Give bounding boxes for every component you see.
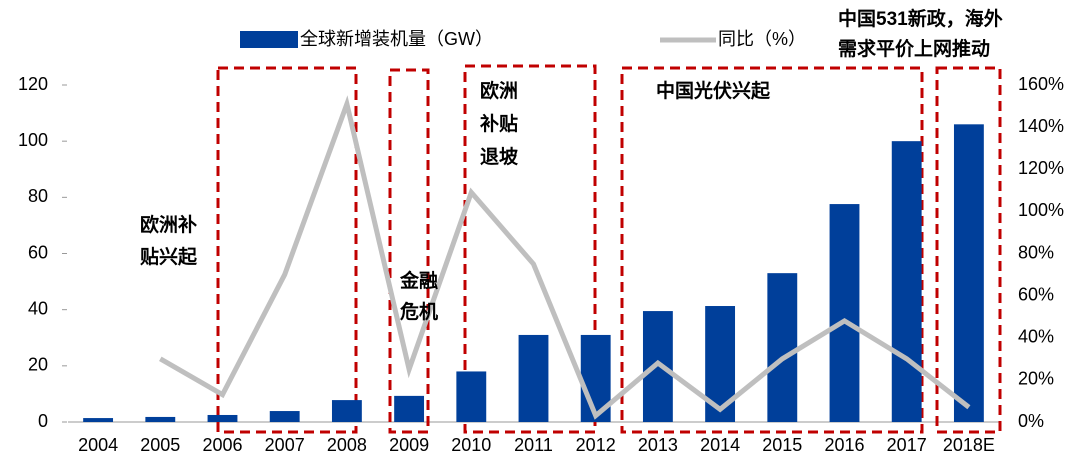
x-tick-label: 2011 [514,435,553,455]
y2-tick-label: 120% [1018,158,1064,178]
bar [891,141,922,422]
annotation: 欧洲补 [140,213,197,236]
bar [518,334,549,422]
x-tick-label: 2008 [327,435,367,455]
bar [394,395,425,422]
x-tick-label: 2017 [887,435,927,455]
line [159,95,971,420]
bar [145,416,176,422]
x-tick-label: 2007 [265,435,305,455]
bar [83,418,114,422]
legend-label: 全球新增装机量（GW） [300,29,493,49]
y2-tick-label: 60% [1018,284,1054,304]
bar [829,204,860,422]
annotation: 退坡 [480,145,519,168]
x-tick-label: 2013 [638,435,678,455]
annotation: 危机 [400,300,438,323]
x-tick-label: 2014 [700,435,740,455]
y-tick-label: 120 [18,74,48,94]
x-tick-label: 2009 [389,435,429,455]
y2-tick-label: 80% [1018,242,1054,262]
x-tick-label: 2004 [78,435,118,455]
x-tick-label: 2005 [140,435,180,455]
x-tick-label: 2010 [451,435,491,455]
annotation: 需求平价上网推动 [838,37,990,60]
annotation: 中国光伏兴起 [656,79,771,102]
bar [456,371,487,422]
bar [269,411,300,422]
y-tick-label: 40 [28,298,48,318]
x-tick-label: 2012 [576,435,616,455]
period-box [463,64,597,434]
y2-tick-label: 20% [1018,369,1054,389]
y-tick-label: 100 [18,130,48,150]
y-tick-label: 80 [28,186,48,206]
y2-tick-label: 40% [1018,327,1054,347]
legend-label: 同比（%） [718,29,806,49]
y-tick-label: 60 [28,242,48,262]
bar [207,414,238,422]
x-tick-label: 2006 [202,435,242,455]
bar [767,273,798,422]
bar [953,124,984,423]
y2-tick-label: 160% [1018,74,1064,94]
legend-swatch [240,31,298,48]
annotation: 中国531新政，海外 [838,7,1003,30]
bar [642,311,673,422]
annotation: 欧洲 [480,79,518,102]
y2-tick-label: 0% [1018,411,1044,431]
annotation: 贴兴起 [140,246,198,268]
x-tick-label: 2015 [762,435,802,455]
period-box [935,66,1002,434]
annotation: 补贴 [480,112,518,135]
y2-tick-label: 140% [1018,116,1064,136]
annotation: 金融 [399,269,438,292]
period-box [388,68,430,434]
y2-tick-label: 100% [1018,200,1064,220]
x-tick-label: 2016 [824,435,864,455]
bar [331,400,362,422]
y-tick-label: 0 [38,411,48,431]
y-tick-label: 20 [28,355,48,375]
x-tick-label: 2018E [943,435,995,455]
period-box [620,66,924,434]
period-box [216,66,358,434]
